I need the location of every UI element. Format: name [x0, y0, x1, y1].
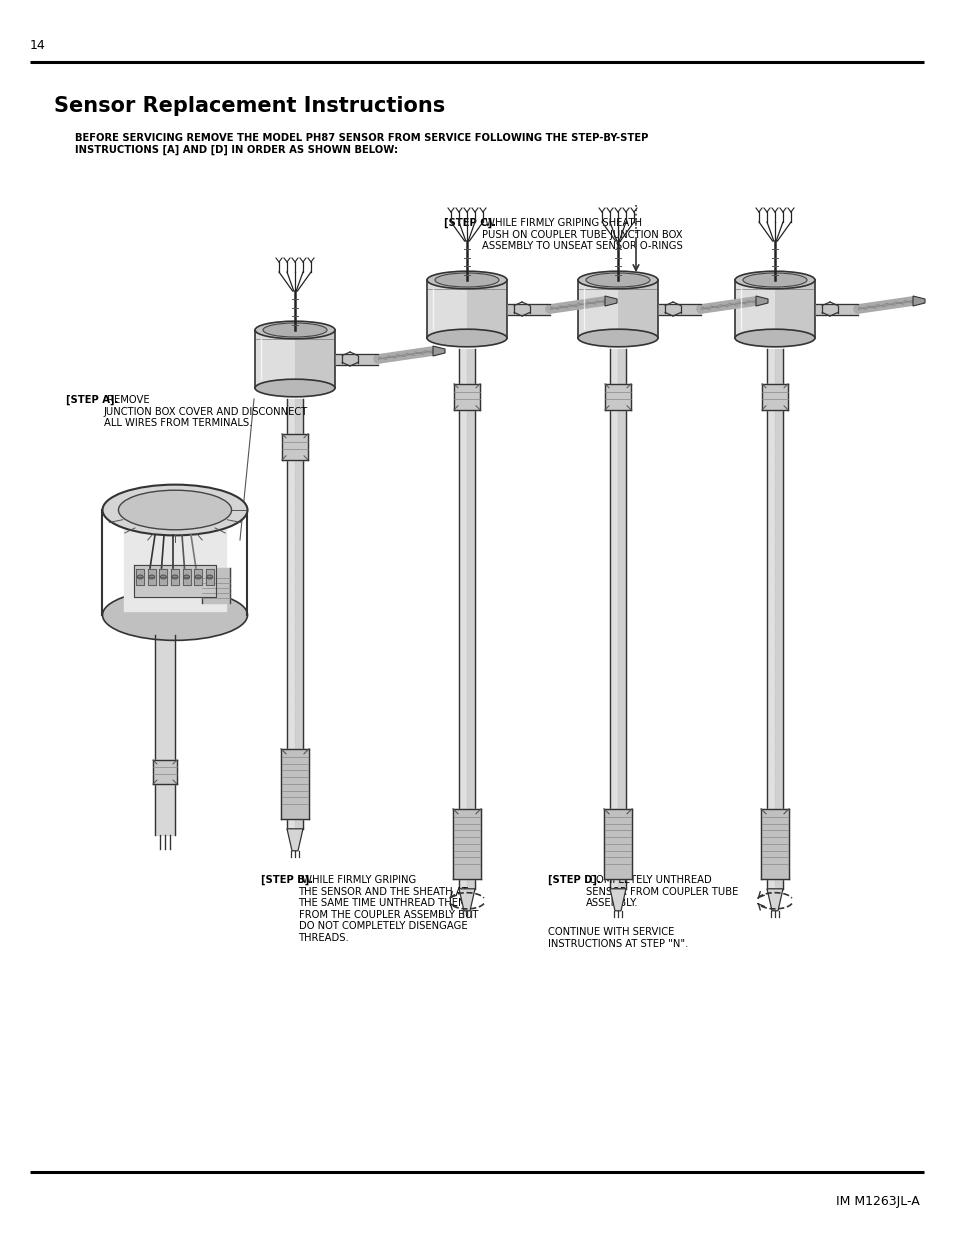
Ellipse shape — [172, 576, 178, 579]
Ellipse shape — [427, 330, 506, 347]
Ellipse shape — [183, 576, 190, 579]
Text: Sensor Replacement Instructions: Sensor Replacement Instructions — [54, 96, 445, 116]
Text: CONTINUE WITH SERVICE
INSTRUCTIONS AT STEP "N".: CONTINUE WITH SERVICE INSTRUCTIONS AT ST… — [547, 927, 688, 948]
Polygon shape — [458, 889, 475, 910]
Text: WHILE FIRMLY GRIPING SHEATH
PUSH ON COUPLER TUBE JUNCTION BOX
ASSEMBLY TO UNSEAT: WHILE FIRMLY GRIPING SHEATH PUSH ON COUP… — [481, 219, 681, 251]
Polygon shape — [604, 296, 617, 306]
Ellipse shape — [585, 273, 649, 287]
Polygon shape — [433, 346, 444, 356]
Text: WHILE FIRMLY GRIPING
THE SENSOR AND THE SHEATH AT
THE SAME TIME UNTHREAD THEM
FR: WHILE FIRMLY GRIPING THE SENSOR AND THE … — [298, 876, 477, 944]
Ellipse shape — [734, 330, 814, 347]
Bar — [294, 330, 335, 388]
Ellipse shape — [137, 576, 143, 579]
Ellipse shape — [207, 576, 213, 579]
Bar — [734, 280, 774, 338]
Ellipse shape — [427, 272, 506, 289]
Polygon shape — [912, 296, 924, 306]
Polygon shape — [755, 296, 767, 306]
Text: BEFORE SERVICING REMOVE THE MODEL PH87 SENSOR FROM SERVICE FOLLOWING THE STEP-BY: BEFORE SERVICING REMOVE THE MODEL PH87 S… — [75, 133, 648, 143]
Bar — [427, 280, 467, 338]
Text: IM M1263JL-A: IM M1263JL-A — [836, 1195, 919, 1208]
Bar — [467, 280, 506, 338]
Text: [STEP B].: [STEP B]. — [261, 876, 313, 885]
Ellipse shape — [160, 576, 166, 579]
Ellipse shape — [102, 589, 247, 641]
Text: 14: 14 — [30, 40, 46, 52]
Text: [STEP D].: [STEP D]. — [547, 876, 600, 885]
Bar — [774, 280, 814, 338]
Bar — [578, 280, 618, 338]
Text: [STEP C].: [STEP C]. — [443, 219, 496, 228]
Text: REMOVE
JUNCTION BOX COVER AND DISCONNECT
ALL WIRES FROM TERMINALS.: REMOVE JUNCTION BOX COVER AND DISCONNECT… — [104, 395, 308, 429]
Ellipse shape — [195, 576, 201, 579]
Polygon shape — [287, 829, 303, 851]
Ellipse shape — [578, 330, 658, 347]
Polygon shape — [609, 889, 625, 910]
Ellipse shape — [118, 490, 232, 530]
Ellipse shape — [102, 484, 247, 536]
Bar — [618, 280, 658, 338]
Text: [STEP A].: [STEP A]. — [66, 395, 118, 405]
Ellipse shape — [734, 272, 814, 289]
Ellipse shape — [254, 321, 335, 338]
Ellipse shape — [254, 379, 335, 396]
Text: COMPLETELY UNTHREAD
SENSOR FROM COUPLER TUBE
ASSEMBLY.: COMPLETELY UNTHREAD SENSOR FROM COUPLER … — [585, 876, 738, 908]
Ellipse shape — [435, 273, 498, 287]
Ellipse shape — [742, 273, 806, 287]
Polygon shape — [766, 889, 782, 910]
Ellipse shape — [149, 576, 154, 579]
Ellipse shape — [263, 324, 327, 337]
Ellipse shape — [578, 272, 658, 289]
Bar — [254, 330, 294, 388]
Text: INSTRUCTIONS [A] AND [D] IN ORDER AS SHOWN BELOW:: INSTRUCTIONS [A] AND [D] IN ORDER AS SHO… — [75, 144, 397, 156]
